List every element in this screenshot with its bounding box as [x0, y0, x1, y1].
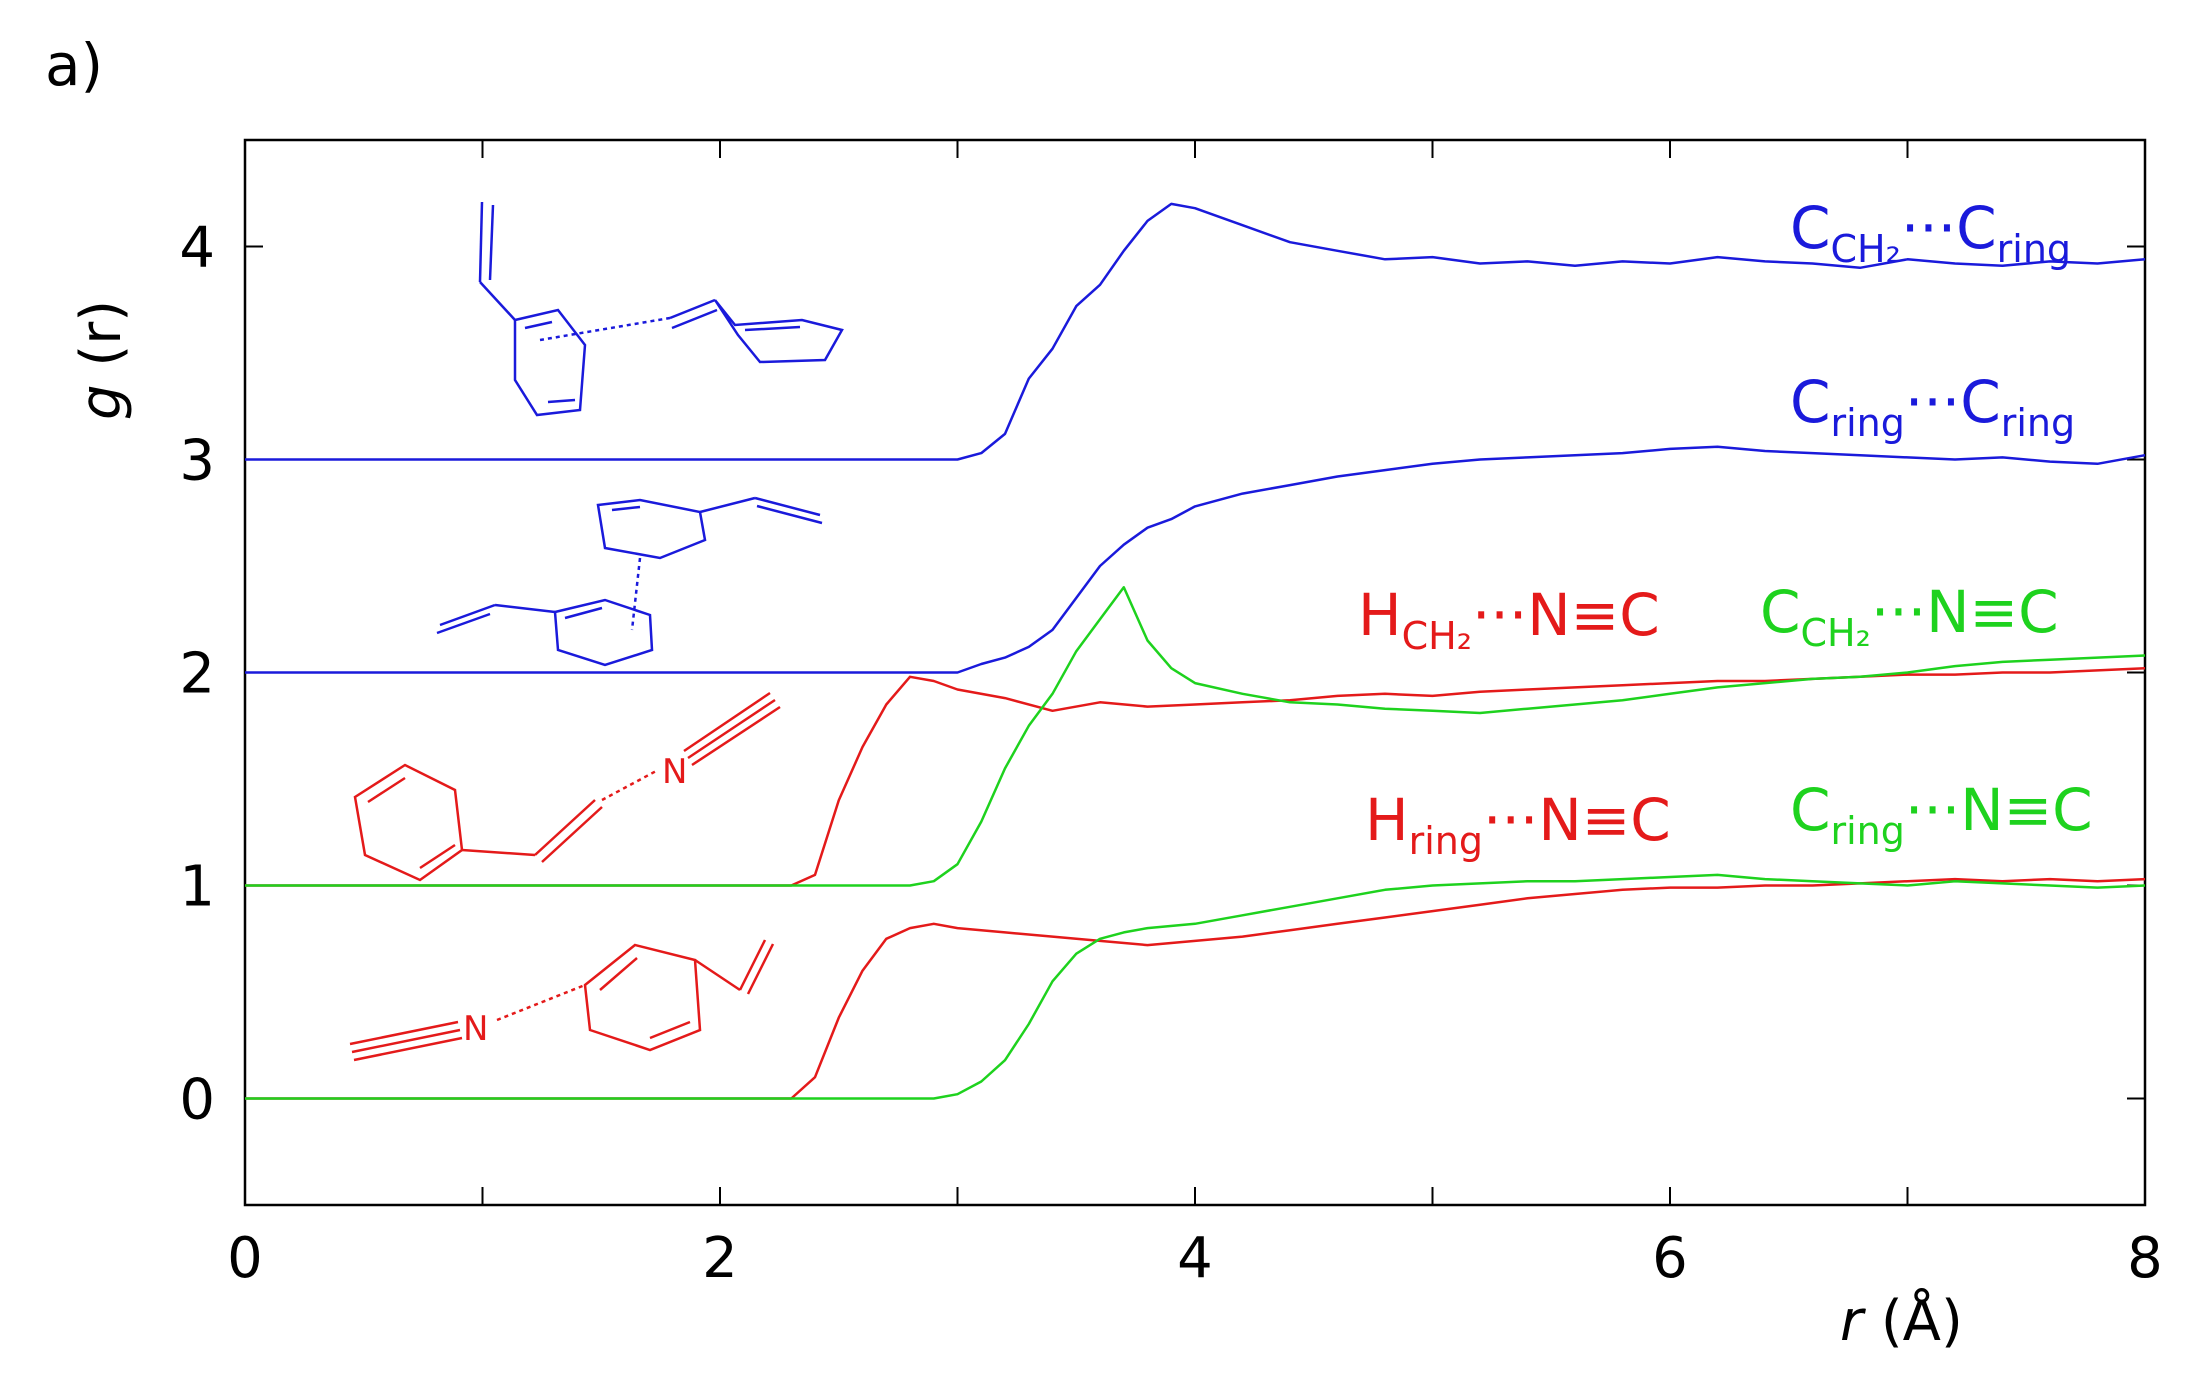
series-line-4: [245, 877, 2146, 1100]
x-tick-label: 0: [227, 1226, 263, 1291]
label-ch2-ring: CCH₂···Cring: [1790, 194, 2071, 271]
styrene-ring-acetonitrile-contact-drawing: [349, 939, 775, 1062]
styrene-ring-ch2-contact-drawing: [478, 201, 844, 417]
series-lines: [245, 202, 2146, 1100]
y-tick-label: 0: [179, 1068, 215, 1133]
label-h-ch2-nc: HCH₂···N≡C: [1358, 581, 1660, 658]
y-tick-label: 3: [179, 429, 215, 494]
axis-ticks: 0 2 4 6 8 0 1 2 3 4: [179, 140, 2163, 1291]
styrene-ch2-acetonitrile-contact-drawing: [353, 691, 781, 882]
y-tick-label: 4: [179, 216, 215, 281]
series-line-0: [245, 202, 2146, 461]
y-tick-label: 1: [179, 855, 215, 920]
label-ring-ring: Cring···Cring: [1790, 368, 2075, 445]
styrene-ring-ring-contact-drawing: [436, 496, 823, 667]
panel-label: a): [45, 31, 103, 99]
series-line-5: [245, 873, 2146, 1100]
nitrogen-atom-label-2: N: [463, 1009, 488, 1049]
x-tick-label: 6: [1652, 1226, 1688, 1291]
x-axis-title: r (Å): [1840, 1288, 1963, 1354]
x-tick-label: 4: [1177, 1226, 1213, 1291]
x-tick-label: 8: [2127, 1226, 2163, 1291]
y-axis-title: g (r): [69, 300, 134, 420]
label-c-ring-nc: Cring···N≡C: [1790, 776, 2093, 853]
y-tick-label: 2: [179, 642, 215, 707]
label-h-ring-nc: Hring···N≡C: [1365, 786, 1671, 863]
series-line-1: [245, 445, 2146, 674]
nitrogen-atom-label-1: N: [662, 752, 687, 792]
label-c-ch2-nc: CCH₂···N≡C: [1760, 578, 2059, 655]
series-line-3: [245, 586, 2146, 887]
x-tick-label: 2: [702, 1226, 738, 1291]
